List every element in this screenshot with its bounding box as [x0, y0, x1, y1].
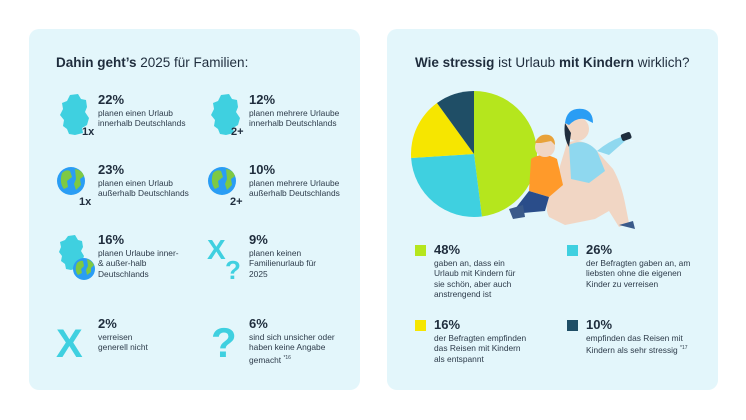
question-icon: ? [211, 319, 237, 361]
badge-1x: 1x [79, 196, 92, 207]
stat-desc: sind sich unsicher oder haben keine Anga… [249, 332, 335, 365]
svg-text:X: X [56, 322, 83, 361]
badge-2plus: 2+ [231, 126, 244, 137]
germany-map-icon: 1x [60, 94, 95, 137]
left-title-rest: 2025 für Familien: [136, 55, 249, 70]
title-rest: wirklich? [633, 55, 690, 70]
title-bold-1: Wie stressig [415, 55, 495, 70]
left-title-bold: Dahin geht’s [56, 55, 137, 70]
germany-and-globe-icon [59, 235, 95, 280]
legend-desc: gaben an, dass ein Urlaub mit Kindern fü… [434, 258, 516, 299]
family-travel-panel: Dahin geht’s 2025 für Familien: 1x 22% p… [29, 29, 360, 390]
pie-slice-26 [411, 154, 482, 217]
stat-desc: planen mehrere Urlaube außerhalb Deutsch… [249, 178, 340, 199]
x-question-icon: X ? [207, 234, 241, 283]
stat-pct: 10% [249, 162, 276, 177]
svg-text:?: ? [211, 319, 237, 361]
pie-slice-10 [436, 91, 474, 154]
mother-child-selfie-illustration [509, 108, 635, 229]
stat-pct: 22% [98, 92, 125, 107]
globe-icon: 2+ [208, 167, 243, 207]
stat-desc: planen mehrere Urlaube innerhalb Deutsch… [249, 108, 340, 129]
legend-pct: 10% [586, 317, 613, 332]
stat-pct: 2% [98, 316, 117, 331]
legend-pct: 48% [434, 242, 461, 257]
left-panel-title: Dahin geht’s 2025 für Familien: [56, 55, 248, 70]
badge-1x: 1x [82, 126, 95, 137]
stress-pie-chart [411, 91, 538, 217]
legend-desc: empfinden das Reisen mit Kindern als seh… [586, 333, 683, 356]
legend-swatch [415, 245, 426, 256]
legend-swatch [567, 320, 578, 331]
stat-pct: 16% [98, 232, 125, 247]
title-bold-2: mit Kindern [558, 55, 634, 70]
badge-2plus: 2+ [230, 196, 243, 207]
footnote-16: *16 [283, 354, 291, 361]
title-mid: ist Urlaub [494, 55, 559, 70]
legend-desc: der Befragten gaben an, am liebsten ohne… [586, 258, 691, 289]
stat-pct: 12% [249, 92, 276, 107]
legend-desc: der Befragten empfinden das Reisen mit K… [434, 333, 527, 364]
stat-pct: 9% [249, 232, 268, 247]
stat-desc: planen keinen Familienurlaub für 2025 [249, 248, 317, 279]
right-panel-title: Wie stressig ist Urlaub mit Kindern wirk… [415, 55, 689, 70]
x-icon: X [56, 322, 83, 361]
legend-swatch [567, 245, 578, 256]
footnote-17: *17 [680, 345, 688, 352]
pie-slice-48 [474, 91, 538, 217]
stat-desc: verreisen generell nicht [98, 332, 148, 353]
stress-survey-panel: Wie stressig ist Urlaub mit Kindern wirk… [387, 29, 718, 390]
stat-desc: planen einen Urlaub außerhalb Deutschlan… [98, 178, 189, 199]
germany-map-icon: 2+ [211, 94, 244, 137]
legend-pct: 16% [434, 317, 461, 332]
legend-swatch [415, 320, 426, 331]
stat-desc: planen einen Urlaub innerhalb Deutschlan… [98, 108, 186, 129]
stat-desc: planen Urlaube inner- & außer-halb Deuts… [98, 248, 179, 279]
globe-icon: 1x [57, 167, 92, 207]
svg-text:X: X [207, 234, 226, 265]
pie-slice-16 [411, 103, 474, 158]
stat-pct: 23% [98, 162, 125, 177]
legend-pct: 26% [586, 242, 613, 257]
svg-text:?: ? [225, 255, 241, 283]
stat-pct: 6% [249, 316, 268, 331]
